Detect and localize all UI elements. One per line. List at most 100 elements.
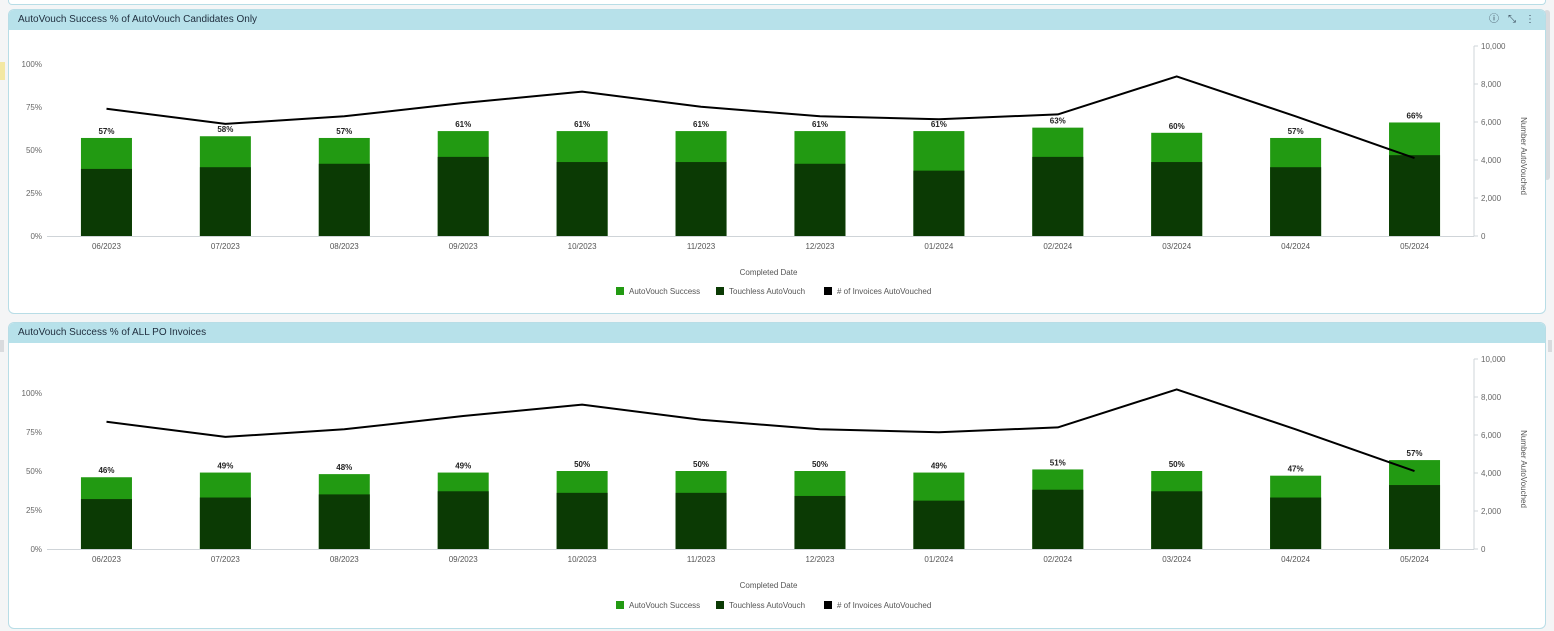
panel-header: AutoVouch Success % of AutoVouch Candida…: [9, 10, 1545, 30]
x-tick-label: 12/2023: [805, 555, 834, 564]
data-label: 46%: [98, 466, 114, 475]
bar-touchless-autovouch: [794, 495, 846, 549]
bar-touchless-autovouch: [913, 500, 965, 549]
y-tick-label: 100%: [22, 389, 42, 398]
combo-chart: 0% 25% 50% 75% 100% 0 2,000 4,000 6,000 8,000 10,0…: [22, 355, 1528, 610]
y-tick-label: 50%: [26, 467, 42, 476]
data-label: 57%: [1288, 127, 1304, 136]
y-tick-label: 100%: [22, 60, 42, 69]
legend-label: Touchless AutoVouch: [729, 601, 805, 610]
bar-touchless-autovouch: [318, 494, 370, 549]
right-tick-label: 0: [1481, 545, 1486, 554]
panel-header-icons: ⓘ ⤡ ⋮: [1489, 10, 1535, 30]
legend-swatch: [824, 287, 832, 295]
legend-label: # of Invoices AutoVouched: [837, 287, 931, 296]
panel-title: AutoVouch Success % of ALL PO Invoices: [18, 327, 207, 338]
chart-panel-candidates: AutoVouch Success % of AutoVouch Candida…: [8, 9, 1546, 314]
page-scrollbar[interactable]: [1544, 10, 1550, 180]
bar-touchless-autovouch: [1270, 497, 1322, 549]
bar-touchless-autovouch: [437, 491, 489, 549]
chart-panel-all-po: AutoVouch Success % of ALL PO Invoices 0…: [8, 322, 1546, 629]
right-tick-label: 2,000: [1481, 507, 1502, 516]
bar-touchless-autovouch: [80, 499, 132, 549]
data-label: 61%: [693, 120, 709, 129]
y-tick-label: 75%: [26, 103, 42, 112]
right-resize-handle[interactable]: [1548, 340, 1552, 352]
legend-label: Touchless AutoVouch: [729, 287, 805, 296]
bar-touchless-autovouch: [794, 163, 846, 236]
y-tick-label: 25%: [26, 189, 42, 198]
panel-header: AutoVouch Success % of ALL PO Invoices: [9, 323, 1545, 343]
x-tick-label: 05/2024: [1400, 555, 1429, 564]
x-tick-label: 12/2023: [805, 242, 834, 251]
x-axis-title: Completed Date: [740, 268, 798, 277]
right-tick-label: 2,000: [1481, 194, 1502, 203]
expand-icon[interactable]: ⤡: [1508, 14, 1516, 25]
x-tick-label: 07/2023: [211, 242, 240, 251]
y-tick-label: 50%: [26, 146, 42, 155]
data-label: 58%: [217, 125, 233, 134]
x-tick-label: 07/2023: [211, 555, 240, 564]
bar-touchless-autovouch: [556, 492, 608, 549]
right-tick-label: 4,000: [1481, 156, 1502, 165]
x-tick-label: 11/2023: [687, 555, 716, 564]
bar-touchless-autovouch: [80, 168, 132, 236]
x-tick-label: 04/2024: [1281, 555, 1310, 564]
data-label: 57%: [336, 127, 352, 136]
legend-swatch: [616, 287, 624, 295]
x-tick-label: 01/2024: [924, 555, 953, 564]
data-label: 50%: [574, 460, 590, 469]
line-invoices-autovouched: [106, 75, 1415, 160]
x-tick-label: 02/2024: [1043, 242, 1072, 251]
y-tick-label: 25%: [26, 506, 42, 515]
x-tick-label: 02/2024: [1043, 555, 1072, 564]
data-label: 61%: [574, 120, 590, 129]
bar-touchless-autovouch: [199, 497, 251, 549]
bar-touchless-autovouch: [675, 492, 727, 549]
left-resize-handle[interactable]: [0, 340, 4, 352]
x-tick-label: 08/2023: [330, 555, 359, 564]
bar-touchless-autovouch: [1151, 162, 1203, 236]
data-label: 57%: [1407, 449, 1423, 458]
x-tick-label: 10/2023: [568, 242, 597, 251]
x-axis-title: Completed Date: [740, 581, 798, 590]
bar-touchless-autovouch: [318, 163, 370, 236]
right-axis-title: Number AutoVouched: [1519, 117, 1528, 195]
right-tick-label: 6,000: [1481, 118, 1502, 127]
legend-swatch: [616, 601, 624, 609]
x-tick-label: 03/2024: [1162, 242, 1191, 251]
x-tick-label: 01/2024: [924, 242, 953, 251]
data-label: 48%: [336, 463, 352, 472]
bar-touchless-autovouch: [1032, 489, 1084, 549]
bar-touchless-autovouch: [1151, 491, 1203, 549]
legend-label: # of Invoices AutoVouched: [837, 601, 931, 610]
info-icon[interactable]: ⓘ: [1489, 14, 1499, 25]
data-label: 61%: [812, 120, 828, 129]
data-label: 61%: [455, 120, 471, 129]
bar-touchless-autovouch: [556, 162, 608, 236]
previous-panel-edge: [8, 0, 1546, 5]
x-tick-label: 03/2024: [1162, 555, 1191, 564]
legend-swatch: [824, 601, 832, 609]
bar-touchless-autovouch: [913, 170, 965, 236]
bar-touchless-autovouch: [675, 162, 727, 236]
y-tick-label: 75%: [26, 428, 42, 437]
legend-label: AutoVouch Success: [629, 601, 700, 610]
x-tick-label: 05/2024: [1400, 242, 1429, 251]
bar-touchless-autovouch: [1032, 156, 1084, 236]
data-label: 57%: [98, 127, 114, 136]
x-tick-label: 09/2023: [449, 242, 478, 251]
right-tick-label: 6,000: [1481, 431, 1502, 440]
more-vertical-icon[interactable]: ⋮: [1525, 14, 1535, 25]
side-marker: [0, 62, 5, 80]
right-tick-label: 0: [1481, 232, 1486, 241]
data-label: 50%: [1169, 460, 1185, 469]
data-label: 63%: [1050, 117, 1066, 126]
bar-touchless-autovouch: [437, 156, 489, 236]
data-label: 47%: [1288, 465, 1304, 474]
line-invoices-autovouched: [106, 388, 1415, 473]
data-label: 49%: [931, 462, 947, 471]
x-tick-label: 04/2024: [1281, 242, 1310, 251]
data-label: 50%: [693, 460, 709, 469]
x-tick-label: 06/2023: [92, 555, 121, 564]
